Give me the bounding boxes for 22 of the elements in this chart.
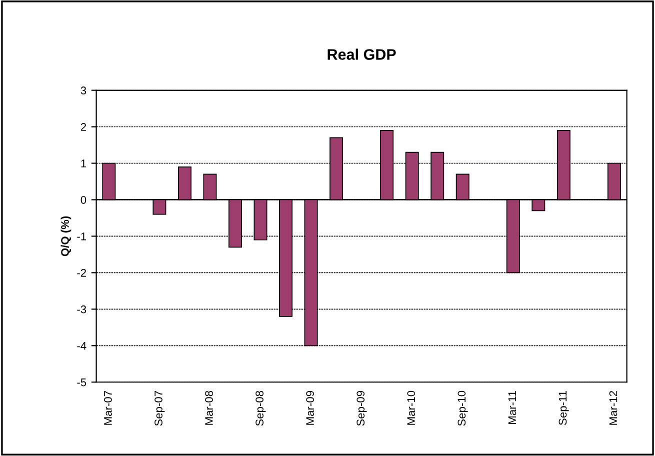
x-tick-label: Sep-07 xyxy=(154,391,165,426)
y-tick-label: -5 xyxy=(77,378,86,386)
x-tick-label: Sep-08 xyxy=(256,390,266,426)
y-tick-label: 0 xyxy=(80,196,86,204)
y-tick-label: 3 xyxy=(80,86,86,94)
y-tick-label: -4 xyxy=(77,342,86,350)
x-tick-label: Mar-09 xyxy=(306,390,314,425)
chart-title: Real GDP xyxy=(328,48,396,60)
x-tick-label: Sep-11 xyxy=(558,391,569,425)
y-tick-label: -3 xyxy=(77,305,86,314)
y-tick-label: 2 xyxy=(80,123,86,131)
x-tick-label: Mar-08 xyxy=(205,390,213,425)
x-tick-label: Mar-07 xyxy=(104,391,112,425)
y-tick-label: -2 xyxy=(77,268,86,277)
x-tick-label: Mar-10 xyxy=(407,390,416,425)
x-tick-label: Sep-09 xyxy=(356,390,367,426)
y-tick-label: -1 xyxy=(77,232,86,240)
y-axis-title: Q/Q (%) xyxy=(60,216,72,256)
y-tick-label: 1 xyxy=(81,160,86,168)
x-tick-label: Sep-10 xyxy=(458,390,468,426)
x-tick-label: Mar-12 xyxy=(609,391,618,425)
x-tick-label: Mar-11 xyxy=(508,391,516,424)
